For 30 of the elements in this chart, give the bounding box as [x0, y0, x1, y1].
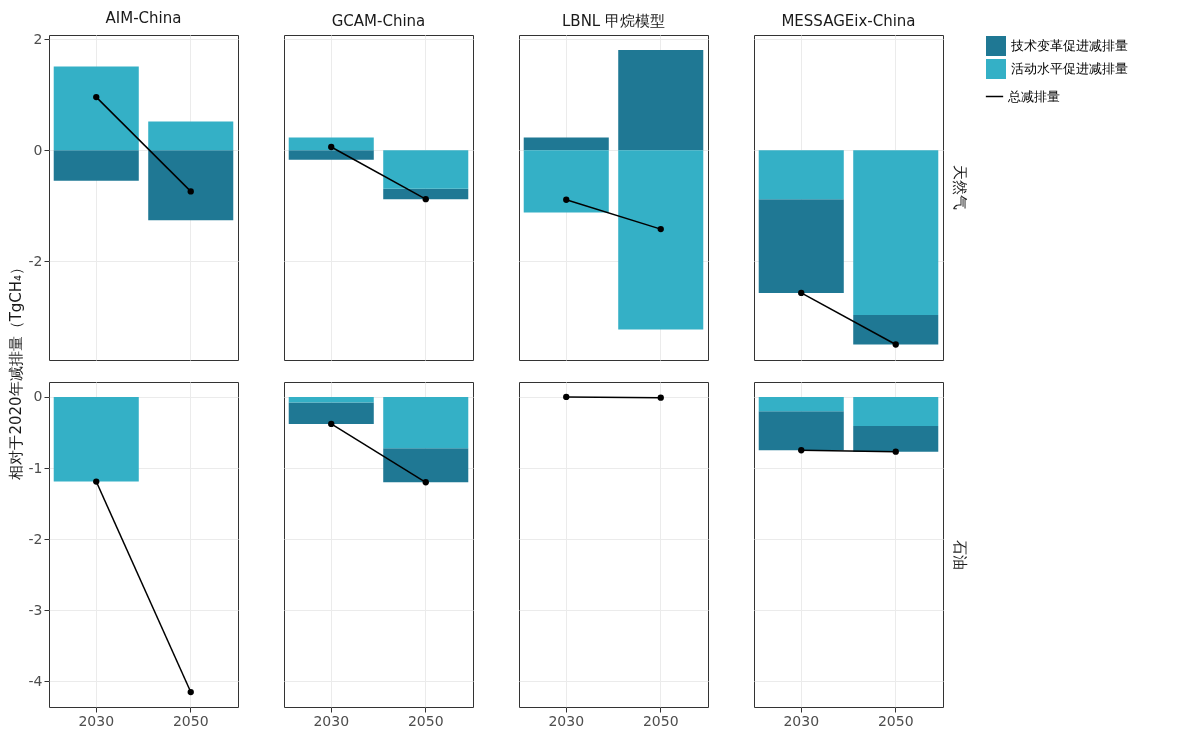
bar [148, 150, 234, 221]
y-tick-label: -3 [28, 601, 43, 618]
y-tick-label: 0 [33, 388, 43, 405]
y-tick-label: 0 [33, 141, 43, 158]
y-axis-title: 相对于2020年减排量（TgCH₄） [6, 259, 25, 480]
y-tick-label: 2 [33, 30, 43, 47]
x-tick-label: 2050 [642, 712, 679, 729]
y-tick-label: -2 [28, 252, 43, 269]
y-tick-label: -4 [28, 672, 43, 689]
legend-label: 活动水平促进减排量 [1011, 61, 1128, 76]
x-tick-label: 2030 [548, 712, 585, 729]
chart-title: LBNL 甲烷模型 [562, 12, 665, 30]
x-tick-label: 2050 [407, 712, 444, 729]
text: 天然气 [950, 164, 969, 210]
y-tick-label: -1 [28, 459, 43, 476]
y-tick-label: -2 [28, 530, 43, 547]
bar [148, 121, 234, 151]
bar [53, 66, 139, 151]
chart-title: GCAM-China [331, 12, 426, 30]
x-tick-label: 2050 [877, 712, 914, 729]
legend-label: 总减排量 [1007, 88, 1060, 104]
x-tick-label: 2030 [783, 712, 820, 729]
x-tick-label: 2030 [78, 712, 115, 729]
text: 石油 [950, 540, 969, 570]
bar [53, 150, 139, 181]
legend-label: 技术变革促进减排量 [1010, 38, 1128, 53]
x-tick-label: 2050 [172, 712, 209, 729]
x-tick-label: 2030 [313, 712, 350, 729]
chart-title: MESSAGEix-China [781, 12, 916, 30]
chart-title: AIM-China [105, 9, 182, 28]
